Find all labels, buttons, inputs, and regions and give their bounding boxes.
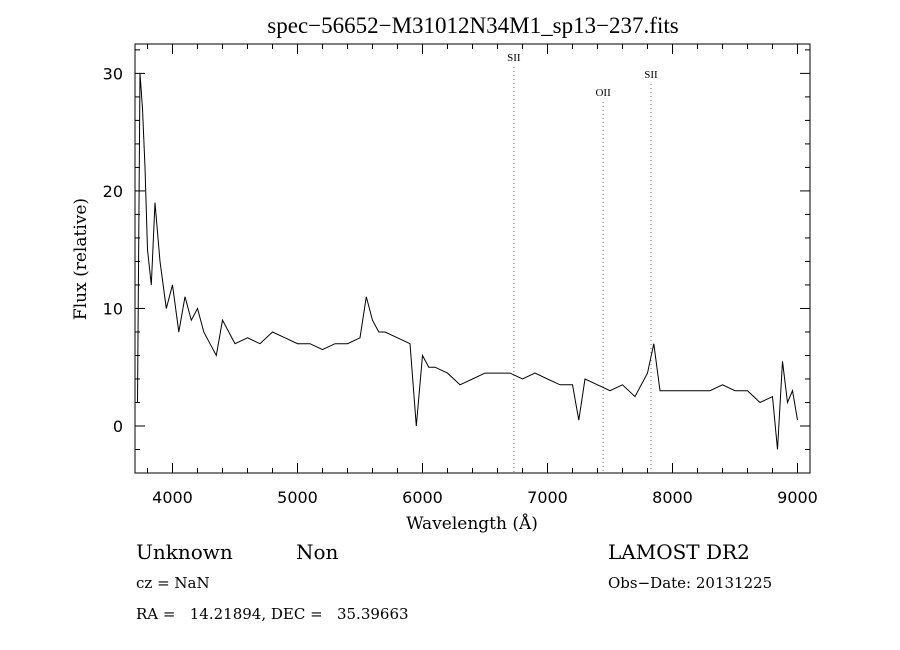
axis-ticks: 4000 5000 6000 7000 8000 9000 0 10 20 30 [103, 44, 818, 507]
marker-label: SII [507, 52, 521, 64]
marker-label: OII [595, 87, 611, 99]
x-axis-label: Wavelength (Å) [406, 513, 538, 534]
x-tick-label: 8000 [652, 488, 693, 507]
marker-label: SII [644, 69, 658, 81]
coordinates: RA = 14.21894, DEC = 35.39663 [136, 605, 409, 623]
x-tick-label: 6000 [402, 488, 443, 507]
y-tick-label: 10 [103, 299, 123, 318]
line-markers: SII OII SII [507, 52, 658, 473]
plot-frame [134, 43, 811, 474]
spectrum-line [137, 73, 798, 450]
x-tick-label: 9000 [777, 488, 818, 507]
spectral-subclass: Non [296, 540, 339, 564]
observation-date: Obs−Date: 20131225 [608, 574, 773, 592]
y-tick-label: 0 [113, 417, 123, 436]
y-tick-label: 20 [103, 182, 123, 201]
x-tick-label: 4000 [152, 488, 193, 507]
x-tick-label: 5000 [277, 488, 318, 507]
chart-title: spec−56652−M31012N34M1_sp13−237.fits [267, 13, 678, 38]
x-tick-label: 7000 [527, 488, 568, 507]
survey-name: LAMOST DR2 [608, 540, 750, 564]
redshift-value: cz = NaN [136, 574, 210, 592]
y-tick-label: 30 [103, 64, 123, 83]
y-axis-label: Flux (relative) [71, 198, 91, 320]
spectral-class: Unknown [136, 540, 233, 564]
